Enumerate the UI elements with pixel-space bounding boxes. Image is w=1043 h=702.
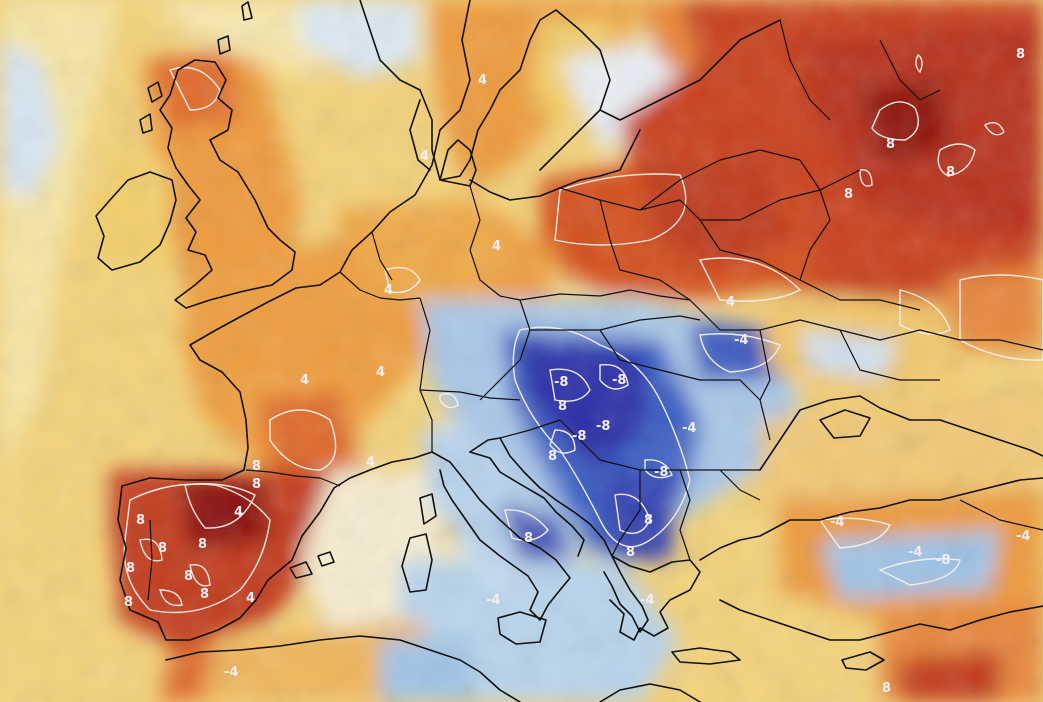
- contour-label: -8: [936, 553, 950, 568]
- coast-cyprus: [841, 651, 885, 671]
- coast-turkey: [699, 477, 1043, 561]
- contour-label: -8: [554, 375, 568, 390]
- coast-sicily: [497, 611, 547, 645]
- contour-label: -4: [682, 421, 696, 436]
- contour-label: 4: [420, 149, 429, 164]
- coast-corsica: [419, 493, 437, 525]
- contour-label: -8: [572, 429, 586, 444]
- contour-label: 8: [524, 531, 533, 546]
- contour-label: 8: [844, 187, 853, 202]
- contour-label: 8: [644, 513, 653, 528]
- coastlines: [95, 0, 1043, 702]
- contour-label: 8: [198, 537, 207, 552]
- contour-label: 4: [376, 365, 385, 380]
- coast-sardinia: [401, 533, 433, 593]
- contour-label: -4: [908, 545, 922, 560]
- contour-label: 8: [252, 477, 261, 492]
- contour-label: 8: [882, 681, 891, 696]
- contour-label: -4: [1016, 529, 1030, 544]
- coast-black-sea: [759, 395, 1043, 471]
- contour-label: 8: [626, 545, 635, 560]
- contour-label: -4: [640, 593, 654, 608]
- contour-label: 4: [492, 239, 501, 254]
- contour-label: 4: [478, 73, 487, 88]
- contour-label: 4: [246, 591, 255, 606]
- country-borders: [147, 19, 1043, 601]
- contour-label: 8: [184, 569, 193, 584]
- contour-lines: [123, 53, 1043, 614]
- coast-greece: [609, 555, 701, 641]
- contour-label: 4: [384, 283, 393, 298]
- contour-label: -4: [486, 593, 500, 608]
- contour-label: 4: [726, 295, 735, 310]
- contour-label: -8: [596, 419, 610, 434]
- coast-continent-west: [117, 0, 471, 641]
- contour-label: -8: [612, 373, 626, 388]
- contour-label: 8: [126, 561, 135, 576]
- coast-scandinavia: [359, 0, 557, 181]
- contour-label: 8: [200, 587, 209, 602]
- contour-label: 8: [158, 541, 167, 556]
- coast-crete: [671, 647, 741, 665]
- contour-label: 8: [1016, 47, 1025, 62]
- coast-north-africa: [165, 635, 521, 702]
- contour-label: 4: [366, 455, 375, 470]
- contour-label: 8: [946, 165, 955, 180]
- coast-ireland: [95, 171, 177, 271]
- contour-label: -8: [654, 465, 668, 480]
- coast-italy: [431, 451, 571, 621]
- contour-label: 8: [886, 137, 895, 152]
- contour-label: 8: [252, 459, 261, 474]
- contour-label: -4: [830, 515, 844, 530]
- contour-label: 8: [558, 399, 567, 414]
- contour-label: 4: [300, 373, 309, 388]
- contour-labels: 4 4 4 4 8 8 8 8 8 8 8 8 4 8 8 4 8 8 8 8 …: [124, 47, 1030, 696]
- contour-label: 8: [136, 513, 145, 528]
- contour-label: -4: [734, 333, 748, 348]
- contour-label: 4: [234, 505, 243, 520]
- contour-label: 8: [548, 449, 557, 464]
- coast-great-britain: [159, 59, 296, 309]
- contour-label: -4: [224, 665, 238, 680]
- contour-label: 8: [124, 595, 133, 610]
